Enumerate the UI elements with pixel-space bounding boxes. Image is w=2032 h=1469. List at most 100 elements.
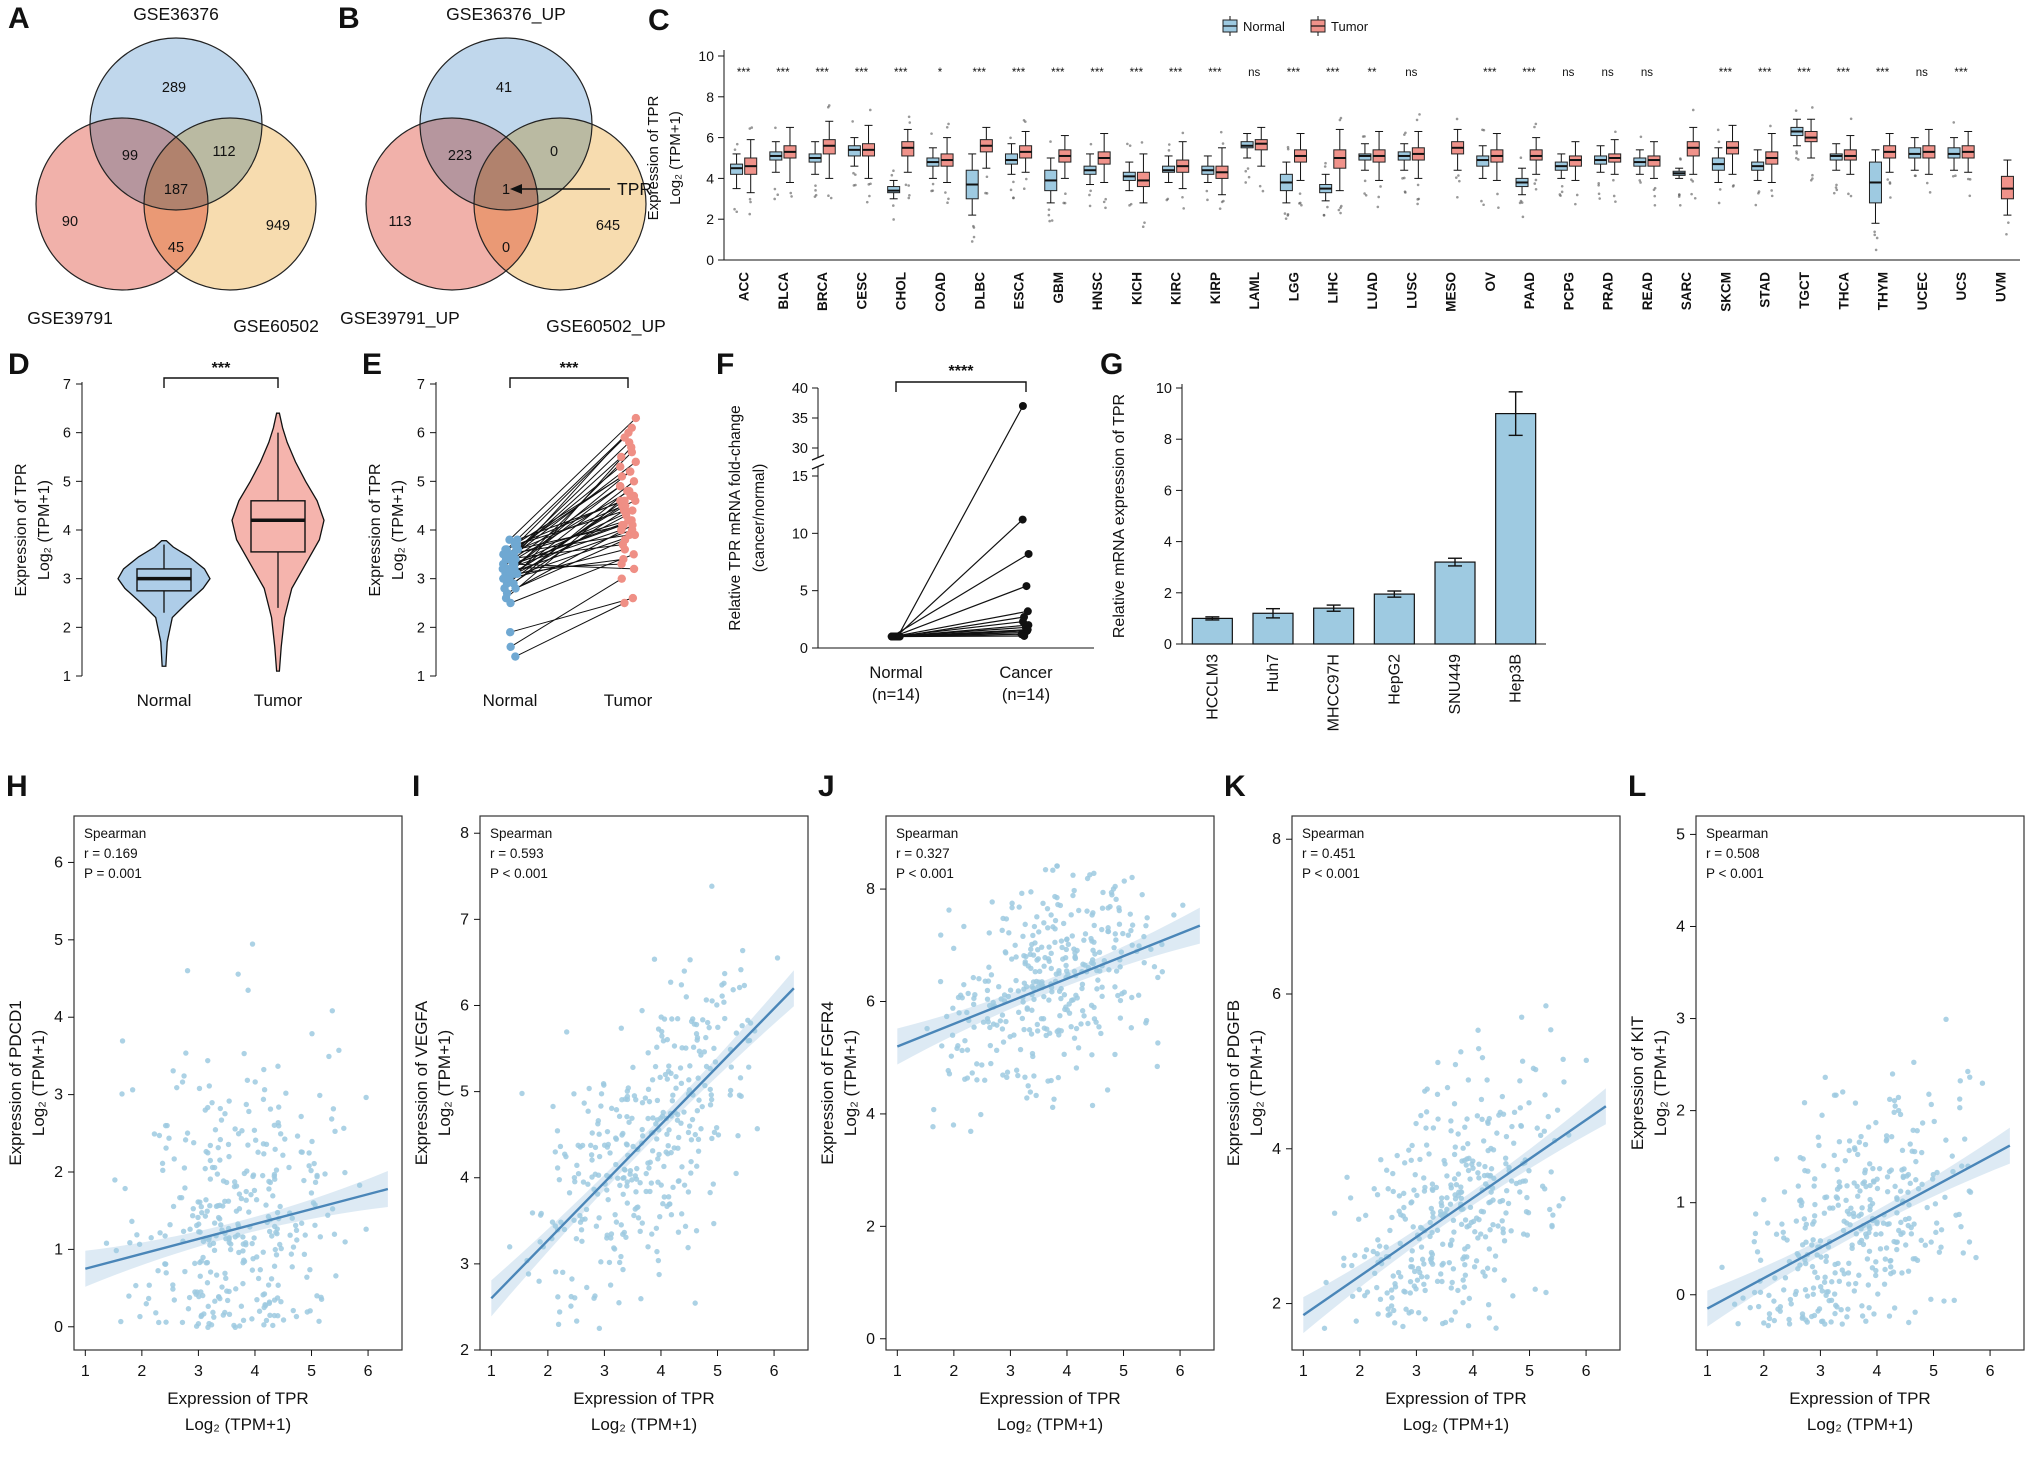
svg-text:r = 0.169: r = 0.169 bbox=[84, 846, 138, 861]
svg-text:LIHC: LIHC bbox=[1326, 272, 1341, 304]
svg-text:6: 6 bbox=[417, 426, 425, 442]
svg-text:ns: ns bbox=[1641, 67, 1653, 79]
svg-text:***: *** bbox=[776, 67, 790, 79]
svg-text:LUAD: LUAD bbox=[1365, 272, 1380, 310]
svg-text:Normal: Normal bbox=[483, 691, 538, 710]
svg-text:2: 2 bbox=[63, 620, 71, 636]
svg-text:4: 4 bbox=[54, 1009, 63, 1026]
svg-text:GBM: GBM bbox=[1051, 272, 1066, 304]
svg-text:ns: ns bbox=[1916, 67, 1928, 79]
svg-text:HCCLM3: HCCLM3 bbox=[1204, 654, 1221, 720]
panel-g-label: G bbox=[1100, 348, 1124, 381]
svg-text:Tumor: Tumor bbox=[254, 691, 303, 710]
svg-text:1: 1 bbox=[893, 1363, 902, 1380]
svg-text:KIRP: KIRP bbox=[1208, 272, 1223, 304]
svg-text:***: *** bbox=[894, 67, 908, 79]
svg-text:Expression of PDGFB: Expression of PDGFB bbox=[1224, 1000, 1243, 1166]
svg-text:4: 4 bbox=[1469, 1363, 1478, 1380]
svg-text:1: 1 bbox=[1703, 1363, 1712, 1380]
svg-text:ns: ns bbox=[1405, 67, 1417, 79]
svg-text:***: *** bbox=[1837, 67, 1851, 79]
svg-text:6: 6 bbox=[1272, 986, 1281, 1003]
svg-text:UVM: UVM bbox=[1993, 272, 2008, 302]
svg-text:HNSC: HNSC bbox=[1090, 272, 1105, 311]
svg-text:6: 6 bbox=[1164, 483, 1172, 499]
svg-text:30: 30 bbox=[792, 441, 808, 457]
svg-text:HepG2: HepG2 bbox=[1386, 654, 1403, 705]
svg-text:READ: READ bbox=[1640, 272, 1655, 311]
svg-text:LGG: LGG bbox=[1286, 272, 1301, 301]
svg-text:5: 5 bbox=[460, 1084, 469, 1101]
svg-text:113: 113 bbox=[388, 214, 411, 230]
svg-text:Normal: Normal bbox=[137, 691, 192, 710]
svg-text:Log₂ (TPM+1): Log₂ (TPM+1) bbox=[1403, 1415, 1509, 1434]
svg-text:Log₂ (TPM+1): Log₂ (TPM+1) bbox=[1247, 1030, 1266, 1136]
svg-text:41: 41 bbox=[496, 80, 512, 96]
svg-text:Log₂ (TPM+1): Log₂ (TPM+1) bbox=[390, 480, 407, 580]
svg-text:SNU449: SNU449 bbox=[1447, 654, 1464, 715]
svg-text:r = 0.508: r = 0.508 bbox=[1706, 846, 1760, 861]
svg-text:7: 7 bbox=[63, 377, 71, 393]
svg-text:0: 0 bbox=[1164, 637, 1172, 653]
svg-text:***: *** bbox=[1719, 67, 1733, 79]
svg-text:8: 8 bbox=[1164, 432, 1172, 448]
svg-text:4: 4 bbox=[1676, 918, 1685, 935]
scatter-pdcd1: 1 2 3 4 5 6 0 1 2 3 4 5 6 Expression of TPR Log₂ (TPM+… bbox=[6, 815, 403, 1434]
svg-text:***: *** bbox=[1051, 67, 1065, 79]
svg-text:1: 1 bbox=[417, 669, 425, 685]
svg-text:3: 3 bbox=[600, 1363, 609, 1380]
svg-text:6: 6 bbox=[770, 1363, 779, 1380]
svg-text:289: 289 bbox=[162, 80, 186, 96]
svg-text:Hep3B: Hep3B bbox=[1508, 654, 1525, 703]
svg-text:2: 2 bbox=[1676, 1103, 1685, 1120]
svg-text:2: 2 bbox=[949, 1363, 958, 1380]
svg-text:4: 4 bbox=[1873, 1363, 1882, 1380]
svg-text:5: 5 bbox=[1676, 826, 1685, 843]
svg-text:0: 0 bbox=[706, 252, 714, 268]
svg-text:Expression of PDCD1: Expression of PDCD1 bbox=[6, 1000, 25, 1165]
svg-text:0: 0 bbox=[550, 144, 558, 160]
svg-text:99: 99 bbox=[122, 148, 138, 164]
svg-text:Log₂ (TPM+1): Log₂ (TPM+1) bbox=[667, 111, 684, 205]
venn-diagram-upregulated: GSE36376_UP GSE39791_UP GSE60502_UP 41 113 64… bbox=[340, 4, 666, 337]
svg-text:5: 5 bbox=[417, 474, 425, 490]
panel-h-label: H bbox=[6, 770, 28, 803]
svg-text:0: 0 bbox=[502, 240, 510, 256]
svg-text:Log₂ (TPM+1): Log₂ (TPM+1) bbox=[997, 1415, 1103, 1434]
svg-text:Huh7: Huh7 bbox=[1265, 654, 1282, 692]
svg-text:187: 187 bbox=[164, 182, 188, 198]
svg-text:2: 2 bbox=[1164, 586, 1172, 602]
svg-text:***: *** bbox=[1326, 67, 1340, 79]
svg-text:1: 1 bbox=[487, 1363, 496, 1380]
svg-text:6: 6 bbox=[866, 993, 875, 1010]
svg-text:2: 2 bbox=[1355, 1363, 1364, 1380]
fold-change-plot: 0 5 10 15 30 35 40 Relative TPR mRNA fold-chang… bbox=[727, 363, 1094, 704]
svg-text:3: 3 bbox=[1816, 1363, 1825, 1380]
svg-text:3: 3 bbox=[460, 1256, 469, 1273]
svg-text:ns: ns bbox=[1248, 67, 1260, 79]
svg-text:***: *** bbox=[737, 67, 751, 79]
svg-text:***: *** bbox=[1876, 67, 1890, 79]
svg-text:4: 4 bbox=[1063, 1363, 1072, 1380]
svg-text:2: 2 bbox=[543, 1363, 552, 1380]
svg-text:Log₂ (TPM+1): Log₂ (TPM+1) bbox=[841, 1030, 860, 1136]
svg-text:***: *** bbox=[560, 360, 579, 377]
svg-text:***: *** bbox=[1954, 67, 1968, 79]
svg-text:10: 10 bbox=[698, 48, 714, 64]
svg-text:P < 0.001: P < 0.001 bbox=[490, 866, 548, 881]
svg-text:(n=14): (n=14) bbox=[872, 686, 920, 704]
panel-k: K 1 2 3 4 5 6 2 4 6 8 Expression of TPR Log₂ (TPM+1… bbox=[1222, 770, 1628, 1468]
panel-h: H 1 2 3 4 5 6 0 1 2 3 4 5 6 Expression of TPR Log₂ (TP… bbox=[4, 770, 410, 1468]
svg-text:Expression of TPR: Expression of TPR bbox=[13, 463, 30, 596]
svg-text:Log₂ (TPM+1): Log₂ (TPM+1) bbox=[591, 1415, 697, 1434]
svg-text:0: 0 bbox=[866, 1331, 875, 1348]
svg-text:PAAD: PAAD bbox=[1522, 272, 1537, 310]
svg-text:2: 2 bbox=[54, 1164, 63, 1181]
svg-text:THYM: THYM bbox=[1876, 272, 1891, 310]
svg-text:4: 4 bbox=[657, 1363, 666, 1380]
svg-text:2: 2 bbox=[866, 1218, 875, 1235]
svg-text:1: 1 bbox=[63, 669, 71, 685]
svg-text:***: *** bbox=[1090, 67, 1104, 79]
